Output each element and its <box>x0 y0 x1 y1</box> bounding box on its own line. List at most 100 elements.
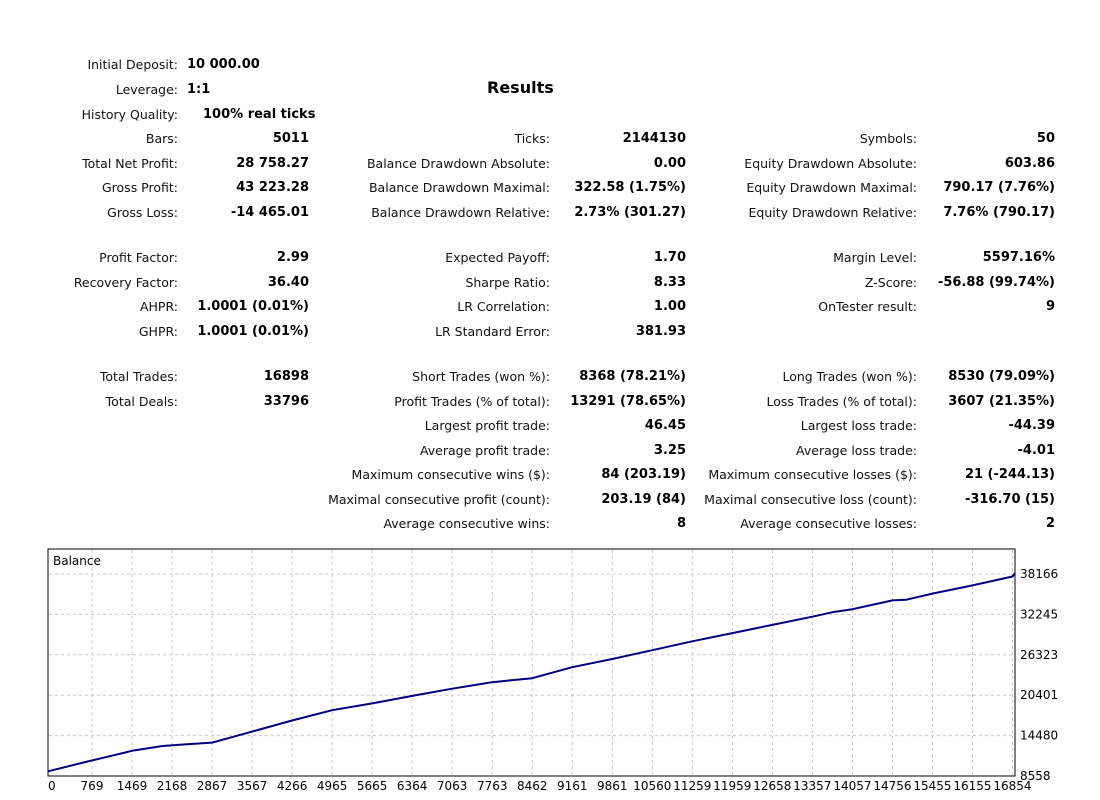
x-tick-label: 10560 <box>633 779 671 793</box>
stat-value: -316.70 (15) <box>964 492 1055 507</box>
stat-label: Average profit trade: <box>419 443 550 458</box>
stat-value: 50 <box>1036 131 1055 146</box>
stat-label: Maximal consecutive loss (count): <box>704 492 917 507</box>
stat-label: LR Correlation: <box>457 299 550 314</box>
stat-label: Margin Level: <box>833 250 917 265</box>
x-tick-label: 7763 <box>477 779 508 793</box>
x-tick-label: 12658 <box>753 779 791 793</box>
balance-line <box>47 572 1016 773</box>
stat-label: Long Trades (won %): <box>782 369 917 384</box>
stat-value: 43 223.28 <box>236 180 309 195</box>
stat-value: 5011 <box>272 131 309 146</box>
x-tick-label: 14756 <box>873 779 911 793</box>
stat-label: Total Net Profit: <box>82 156 178 171</box>
stat-label: Gross Profit: <box>101 180 178 195</box>
x-tick-label: 1469 <box>117 779 148 793</box>
stat-value: 28 758.27 <box>236 156 309 171</box>
stat-value: 1.70 <box>653 250 686 265</box>
stat-label: Symbols: <box>859 131 917 146</box>
x-tick-label: 16155 <box>953 779 991 793</box>
stat-label: Profit Trades (% of total): <box>394 394 550 409</box>
stat-value: 84 (203.19) <box>601 467 686 482</box>
stat-value: 7.76% (790.17) <box>943 205 1055 220</box>
stat-label: Maximum consecutive losses ($): <box>708 467 917 482</box>
stat-value: 2.99 <box>276 250 309 265</box>
y-tick-label: 14480 <box>1020 729 1058 743</box>
x-tick-label: 11259 <box>673 779 711 793</box>
x-tick-label: 14057 <box>833 779 871 793</box>
stat-label: Balance Drawdown Maximal: <box>368 180 550 195</box>
stat-label: Bars: <box>145 131 178 146</box>
x-tick-label: 5665 <box>357 779 388 793</box>
stat-value: 16898 <box>263 369 309 384</box>
stat-value: 36.40 <box>267 275 309 290</box>
x-tick-label: 11959 <box>713 779 751 793</box>
stat-label: Largest loss trade: <box>800 418 917 433</box>
stat-value: 8530 (79.09%) <box>948 369 1055 384</box>
stat-value: 8368 (78.21%) <box>579 369 686 384</box>
stat-value: 10 000.00 <box>187 57 260 72</box>
stat-label: Total Deals: <box>105 394 178 409</box>
stat-value: -56.88 (99.74%) <box>937 275 1055 290</box>
stat-label: Sharpe Ratio: <box>465 275 550 290</box>
stat-value: 2144130 <box>622 131 686 146</box>
stat-value: -44.39 <box>1008 418 1055 433</box>
stat-value: 381.93 <box>635 324 686 339</box>
page-title: Results <box>487 78 554 97</box>
stat-value: 603.86 <box>1004 156 1055 171</box>
stat-value: 203.19 (84) <box>601 492 686 507</box>
stat-value: 1.00 <box>653 299 686 314</box>
stat-label: OnTester result: <box>818 299 917 314</box>
plot-area <box>47 548 1016 777</box>
y-tick-label: 8558 <box>1020 769 1051 783</box>
x-tick-label: 8462 <box>517 779 548 793</box>
stat-value: 3607 (21.35%) <box>948 394 1055 409</box>
stat-value: 13291 (78.65%) <box>570 394 686 409</box>
chart-title: Balance <box>53 554 101 568</box>
stat-label: LR Standard Error: <box>435 324 550 339</box>
x-tick-label: 9861 <box>597 779 628 793</box>
stat-label: Z-Score: <box>864 275 917 290</box>
stat-label: Maximum consecutive wins ($): <box>351 467 550 482</box>
x-tick-label: 2867 <box>197 779 228 793</box>
y-tick-label: 20401 <box>1020 688 1058 702</box>
stat-value: 2.73% (301.27) <box>574 205 686 220</box>
stat-value: -4.01 <box>1017 443 1055 458</box>
x-tick-label: 4266 <box>277 779 308 793</box>
stat-label: GHPR: <box>138 324 178 339</box>
x-tick-label: 0 <box>48 779 56 793</box>
x-tick-label: 9161 <box>557 779 588 793</box>
x-tick-label: 769 <box>81 779 104 793</box>
stat-value: 5597.16% <box>982 250 1055 265</box>
stat-value: 2 <box>1045 516 1055 531</box>
x-tick-label: 13357 <box>793 779 831 793</box>
x-tick-label: 3567 <box>237 779 268 793</box>
stat-value: 1.0001 (0.01%) <box>197 324 309 339</box>
stat-value: 1:1 <box>187 82 211 97</box>
stat-label: Balance Drawdown Absolute: <box>366 156 550 171</box>
x-tick-label: 2168 <box>157 779 188 793</box>
stat-value: 3.25 <box>653 443 686 458</box>
stat-label: Balance Drawdown Relative: <box>371 205 550 220</box>
stat-label: Equity Drawdown Relative: <box>748 205 917 220</box>
stat-label: Equity Drawdown Absolute: <box>744 156 917 171</box>
y-tick-label: 26323 <box>1020 648 1058 662</box>
stat-label: Gross Loss: <box>107 205 178 220</box>
x-tick-label: 6364 <box>397 779 428 793</box>
stat-label: Average loss trade: <box>796 443 917 458</box>
y-tick-label: 32245 <box>1020 607 1058 621</box>
x-tick-label: 4965 <box>317 779 348 793</box>
stat-value: 322.58 (1.75%) <box>574 180 686 195</box>
stat-value: 21 (-244.13) <box>964 467 1055 482</box>
stat-label: Profit Factor: <box>99 250 178 265</box>
stat-value: 46.45 <box>644 418 686 433</box>
stat-label: Average consecutive wins: <box>383 516 550 531</box>
stat-label: Expected Payoff: <box>445 250 550 265</box>
stat-label: Short Trades (won %): <box>412 369 550 384</box>
stat-label: Leverage: <box>115 82 178 97</box>
stat-label: Recovery Factor: <box>73 275 178 290</box>
stat-value: -14 465.01 <box>230 205 309 220</box>
stat-value: 8 <box>676 516 686 531</box>
stat-label: Initial Deposit: <box>87 57 178 72</box>
